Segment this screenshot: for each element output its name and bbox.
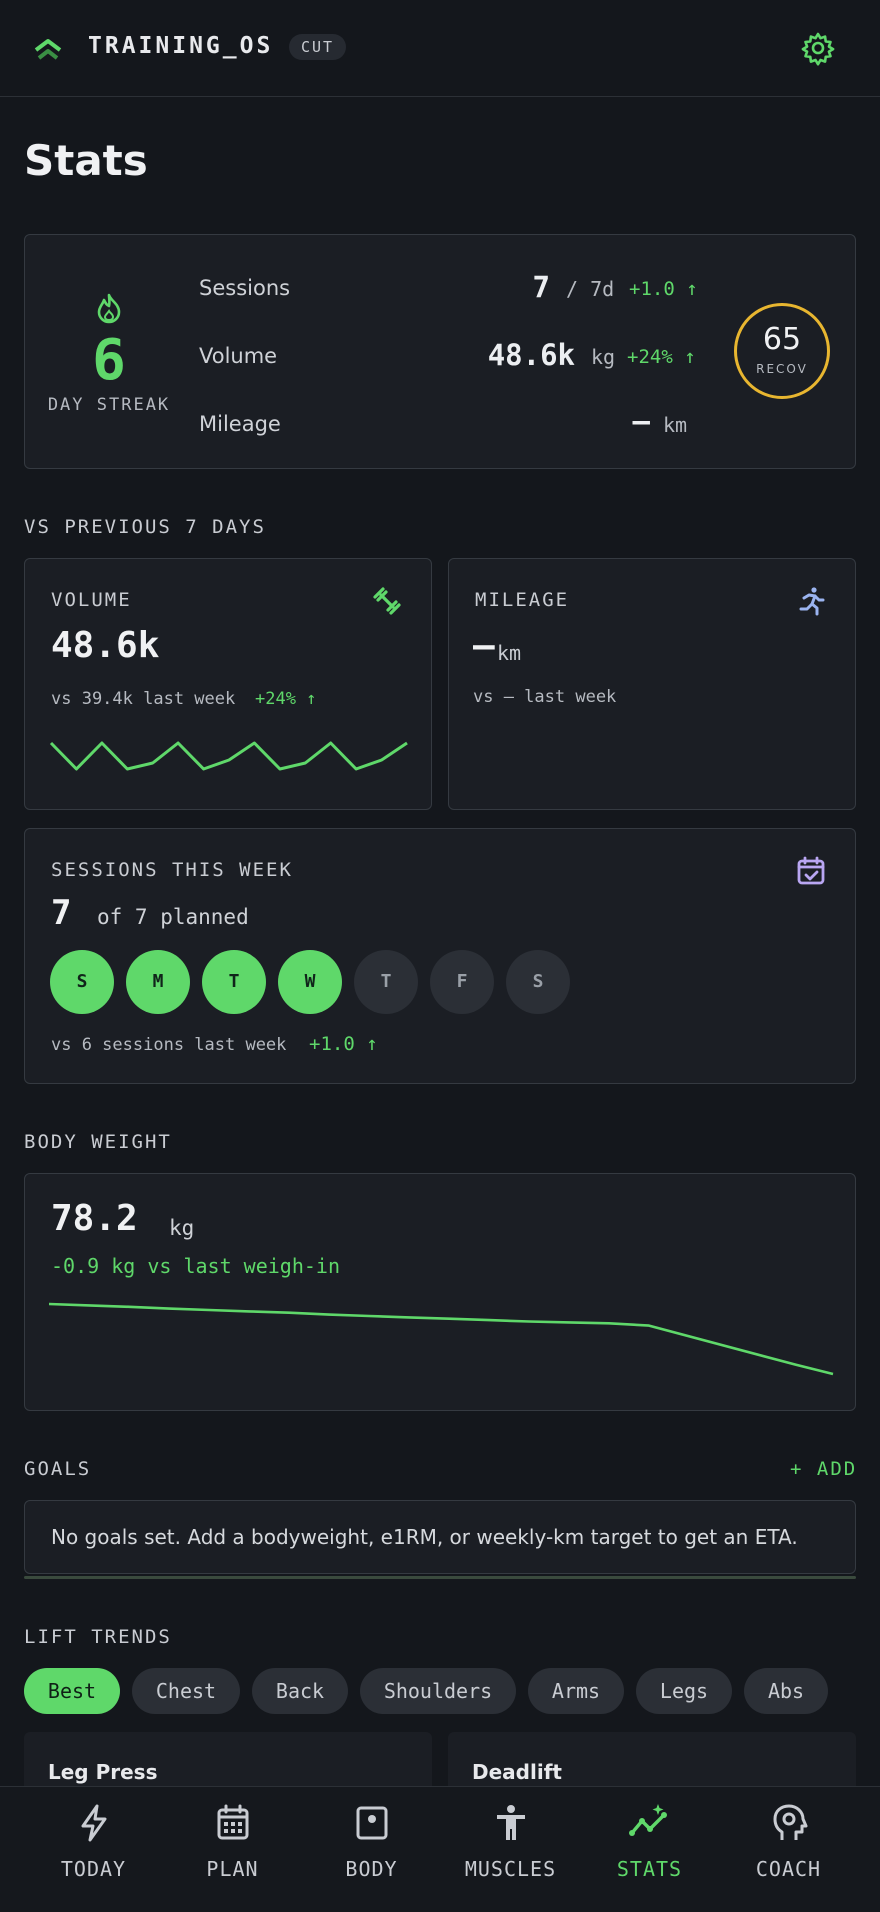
sessions-label: Sessions [199, 276, 291, 300]
volume-card-value: 48.6k [51, 625, 160, 666]
nav-label: COACH [755, 1857, 822, 1881]
volume-unit: kg [591, 345, 616, 369]
add-goal-button[interactable]: + ADD [790, 1458, 858, 1480]
bottom-nav: TODAY PLAN BODY MUSCLES [0, 1786, 880, 1912]
chip-shoulders[interactable]: Shoulders [360, 1668, 516, 1714]
mileage-card-title: MILEAGE [475, 589, 570, 611]
nav-plan[interactable]: PLAN [163, 1787, 302, 1912]
volume-sparkline [49, 741, 408, 771]
mode-badge[interactable]: CUT [289, 34, 347, 60]
calendar-icon [217, 1804, 248, 1840]
mileage-card-comparison: vs — last week [473, 687, 617, 707]
sessions-card-planned: of 7 planned [97, 905, 249, 929]
recovery-label: RECOV [756, 362, 808, 376]
page-title: Stats [24, 136, 148, 185]
head-gear-icon [773, 1804, 807, 1840]
sessions-card-value: 7 [51, 893, 72, 933]
body-weight-card[interactable]: 78.2 kg -0.9 kg vs last weigh-in [24, 1173, 856, 1411]
lift-trends-section-label: LIFT TRENDS [24, 1626, 172, 1648]
sessions-value: 7 [532, 270, 550, 304]
sessions-unit: / 7d [566, 277, 615, 301]
chip-abs[interactable]: Abs [744, 1668, 828, 1714]
dumbbell-icon [373, 587, 401, 615]
weekday-3: W [278, 950, 342, 1014]
goals-divider [24, 1576, 856, 1579]
nav-label: TODAY [60, 1857, 127, 1881]
goals-section-label: GOALS [24, 1458, 92, 1480]
weekday-6: S [506, 950, 570, 1014]
nav-stats[interactable]: STATS [580, 1787, 719, 1912]
volume-value: 48.6k [487, 338, 575, 372]
app-header: TRAINING_OS CUT [0, 0, 880, 97]
vs-section-label: VS PREVIOUS 7 DAYS [24, 516, 266, 538]
nav-muscles[interactable]: MUSCLES [441, 1787, 580, 1912]
mileage-card-value: – [473, 625, 495, 666]
mileage-value: – [632, 404, 650, 438]
goals-card: No goals set. Add a bodyweight, e1RM, or… [24, 1500, 856, 1574]
app-brand: TRAINING_OS [88, 33, 274, 59]
nav-body[interactable]: BODY [302, 1787, 441, 1912]
lightning-icon [81, 1804, 106, 1842]
calendar-check-icon [797, 856, 825, 885]
body-weight-value: 78.2 [51, 1198, 138, 1239]
nav-label: STATS [616, 1857, 683, 1881]
streak-value: 6 [92, 328, 126, 393]
weekday-4: T [354, 950, 418, 1014]
nav-coach[interactable]: COACH [719, 1787, 858, 1912]
gear-icon[interactable] [800, 30, 836, 66]
recovery-ring[interactable]: 65 RECOV [734, 303, 830, 399]
volume-card[interactable]: VOLUME 48.6k vs 39.4k last week +24% ↑ [24, 558, 432, 810]
nav-label: PLAN [206, 1857, 259, 1881]
sessions-card-comparison: vs 6 sessions last week [51, 1035, 287, 1055]
sessions-delta: +1.0 ↑ [629, 278, 698, 300]
body-weight-unit: kg [169, 1216, 195, 1240]
recovery-value: 65 [762, 322, 802, 357]
chip-arms[interactable]: Arms [528, 1668, 624, 1714]
body-weight-change: -0.9 kg vs last weigh-in [51, 1254, 340, 1278]
lift-card-name: Deadlift [472, 1760, 562, 1784]
mileage-label: Mileage [199, 412, 281, 436]
weekday-0: S [50, 950, 114, 1014]
chip-chest[interactable]: Chest [132, 1668, 240, 1714]
volume-card-comparison: vs 39.4k last week [51, 689, 236, 709]
stats-sparkle-icon [628, 1804, 667, 1836]
chip-legs[interactable]: Legs [636, 1668, 732, 1714]
streak-label: DAY STREAK [47, 395, 171, 415]
scale-icon [356, 1806, 387, 1840]
chip-back[interactable]: Back [252, 1668, 348, 1714]
sessions-card-title: SESSIONS THIS WEEK [51, 859, 293, 881]
volume-delta: +24% ↑ [627, 346, 696, 368]
mileage-unit: km [663, 413, 688, 437]
lift-card-name: Leg Press [48, 1760, 158, 1784]
double-chevron-up-icon [34, 39, 62, 60]
mileage-card[interactable]: MILEAGE – km vs — last week [448, 558, 856, 810]
volume-label: Volume [199, 344, 278, 368]
nav-label: MUSCLES [464, 1857, 557, 1881]
weekday-1: M [126, 950, 190, 1014]
body-weight-section-label: BODY WEIGHT [24, 1131, 172, 1153]
flame-icon [97, 293, 121, 324]
mileage-card-unit: km [497, 641, 522, 665]
volume-card-delta: +24% ↑ [255, 689, 317, 709]
person-icon [496, 1805, 525, 1840]
volume-card-title: VOLUME [51, 589, 132, 611]
weekday-5: F [430, 950, 494, 1014]
goals-empty-text: No goals set. Add a bodyweight, e1RM, or… [51, 1525, 798, 1549]
chip-best[interactable]: Best [24, 1668, 120, 1714]
nav-today[interactable]: TODAY [24, 1787, 163, 1912]
weekday-2: T [202, 950, 266, 1014]
summary-card [24, 234, 856, 469]
runner-icon [799, 587, 825, 616]
sessions-card-delta: +1.0 ↑ [309, 1033, 378, 1055]
nav-label: BODY [345, 1857, 398, 1881]
body-weight-trend-chart [49, 1302, 834, 1376]
